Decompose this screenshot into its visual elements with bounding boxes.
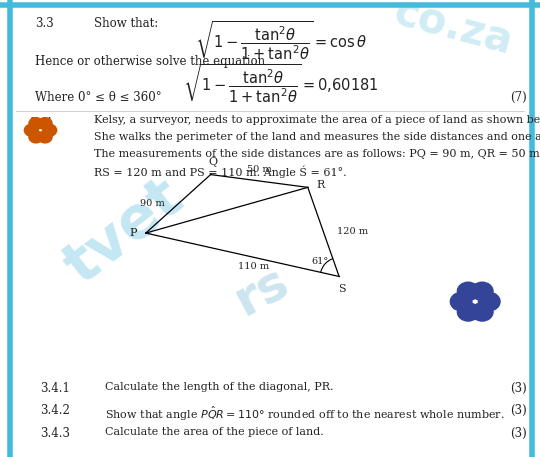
Circle shape [471, 282, 493, 300]
Circle shape [457, 303, 479, 321]
Text: She walks the perimeter of the land and measures the side distances and one angl: She walks the perimeter of the land and … [94, 132, 540, 142]
Text: 50 m: 50 m [247, 165, 272, 174]
Text: S: S [338, 284, 346, 294]
Text: Where 0° ≤ θ ≤ 360°: Where 0° ≤ θ ≤ 360° [35, 91, 161, 104]
Text: 3. 4: 3. 4 [30, 117, 52, 129]
Circle shape [38, 131, 52, 143]
Circle shape [43, 124, 57, 136]
Text: (7): (7) [510, 91, 526, 104]
Text: 3.4.1: 3.4.1 [40, 382, 70, 394]
Text: Show that angle $P\hat{Q}R = 110°$ rounded off to the nearest whole number.: Show that angle $P\hat{Q}R = 110°$ round… [105, 404, 505, 423]
Text: Calculate the area of the piece of land.: Calculate the area of the piece of land. [105, 427, 324, 437]
Text: $\sqrt{1-\dfrac{\tan^2\!\theta}{1+\tan^2\!\theta}}=\cos\theta$: $\sqrt{1-\dfrac{\tan^2\!\theta}{1+\tan^2… [195, 19, 367, 62]
Circle shape [24, 124, 38, 136]
Text: The measurements of the side distances are as follows: PQ = 90 m, QR = 50 m,: The measurements of the side distances a… [94, 149, 540, 159]
Circle shape [478, 292, 500, 311]
Text: rs: rs [227, 257, 298, 325]
Text: (3): (3) [510, 382, 526, 394]
Text: Show that:: Show that: [94, 17, 159, 30]
Text: 120 m: 120 m [337, 228, 368, 236]
Text: tvet: tvet [54, 168, 194, 295]
Text: 3.3: 3.3 [35, 17, 54, 30]
Text: Calculate the length of the diagonal, PR.: Calculate the length of the diagonal, PR… [105, 382, 334, 392]
Text: 110 m: 110 m [238, 261, 269, 271]
Text: 3.4.3: 3.4.3 [40, 427, 71, 440]
Text: P: P [130, 228, 137, 238]
Circle shape [29, 117, 43, 129]
Text: 3.4.2: 3.4.2 [40, 404, 70, 417]
Text: (3): (3) [510, 427, 526, 440]
Text: Kelsy, a surveyor, needs to approximate the area of a piece of land as shown bel: Kelsy, a surveyor, needs to approximate … [94, 115, 540, 125]
Text: 61°: 61° [312, 257, 329, 266]
Text: Q: Q [209, 157, 218, 167]
Text: R: R [316, 180, 325, 190]
Circle shape [471, 303, 493, 321]
Text: $\sqrt{1-\dfrac{\tan^2\!\theta}{1+\tan^2\!\theta}}=0{,}60181$: $\sqrt{1-\dfrac{\tan^2\!\theta}{1+\tan^2… [183, 63, 379, 106]
Text: Hence or otherwise solve the equation: Hence or otherwise solve the equation [35, 55, 265, 68]
Text: RS = 120 m and PS = 110 m. Angle Ś = 61°.: RS = 120 m and PS = 110 m. Angle Ś = 61°… [94, 166, 347, 178]
Text: co.za: co.za [389, 0, 517, 64]
Circle shape [457, 282, 479, 300]
Circle shape [38, 117, 52, 129]
Circle shape [29, 131, 43, 143]
Circle shape [450, 292, 472, 311]
Text: (3): (3) [510, 404, 526, 417]
Text: 90 m: 90 m [140, 199, 165, 208]
